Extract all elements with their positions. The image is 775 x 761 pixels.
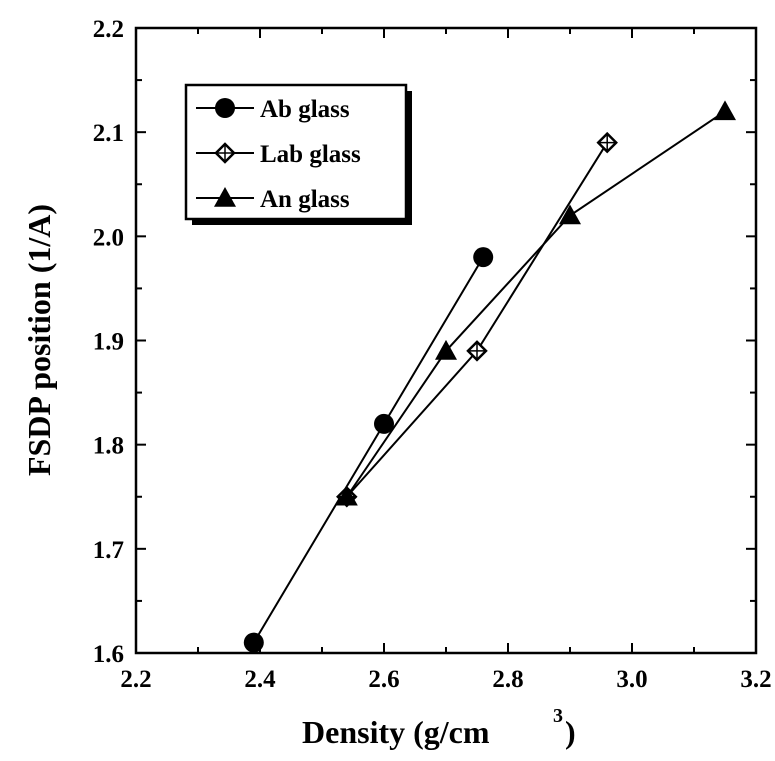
- legend-label-an-glass: An glass: [260, 186, 350, 213]
- x-tick-label: 2.8: [492, 666, 523, 693]
- x-tick-label: 2.4: [244, 666, 276, 693]
- x-axis-label-main: Density (g/cm: [302, 714, 490, 750]
- x-axis-label-superscript: 3: [553, 705, 563, 727]
- x-axis-label: Density (g/cm 3 ): [302, 705, 576, 750]
- legend-label-ab-glass: Ab glass: [260, 96, 350, 123]
- ab-glass-point: [243, 632, 264, 653]
- an-glass-point: [714, 100, 736, 121]
- y-tick-label: 1.6: [93, 641, 124, 668]
- legend-marker-lab-glass: [214, 142, 236, 164]
- axis-ticks: [135, 27, 757, 654]
- y-axis-label: FSDP position (1/A): [21, 204, 57, 476]
- legend-marker-an-glass: [214, 187, 236, 207]
- lab-glass-point: [596, 131, 618, 154]
- y-tick-label: 2.2: [93, 16, 124, 43]
- x-tick-label: 3.2: [740, 666, 771, 693]
- y-tick-label: 1.8: [93, 433, 124, 460]
- tick-labels: 2.2 2.4 2.6 2.8 3.0 3.2 1.6 1.7 1.8 1.9 2.0 2.1 2.2: [93, 16, 772, 693]
- x-tick-label: 3.0: [616, 666, 647, 693]
- lab-glass-point: [466, 340, 488, 362]
- y-tick-label: 2.0: [93, 224, 124, 251]
- an-glass-point: [435, 339, 457, 360]
- series-markers: [243, 100, 736, 653]
- ab-glass-point: [473, 247, 494, 268]
- x-tick-label: 2.6: [368, 666, 399, 693]
- ab-glass-line: [252, 256, 485, 644]
- y-tick-label: 2.1: [93, 120, 124, 147]
- x-tick-label: 2.2: [120, 666, 151, 693]
- legend-marker-ab-glass: [215, 98, 235, 118]
- ab-glass-point: [374, 413, 394, 434]
- legend: Ab glass Lab glass An glass: [184, 83, 412, 225]
- an-glass-line: [345, 110, 726, 498]
- an-glass-point: [335, 485, 358, 506]
- y-tick-label: 1.9: [93, 329, 124, 356]
- an-glass-point: [559, 204, 581, 225]
- y-tick-label: 1.7: [93, 537, 124, 564]
- legend-label-lab-glass: Lab glass: [260, 141, 361, 168]
- x-axis-label-close: ): [565, 714, 576, 750]
